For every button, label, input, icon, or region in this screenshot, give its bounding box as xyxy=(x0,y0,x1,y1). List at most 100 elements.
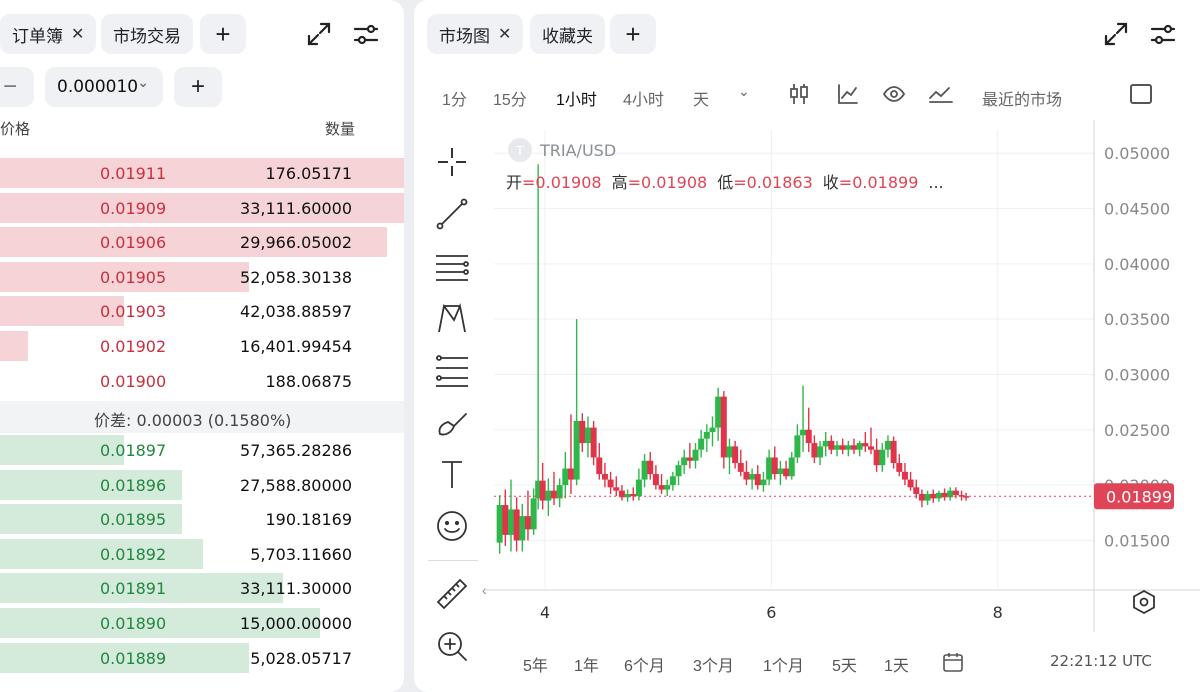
candle-body xyxy=(726,446,733,458)
emoji-icon[interactable] xyxy=(434,508,470,544)
candle-body xyxy=(545,490,552,501)
tab-order-book[interactable]: 订单簿 ✕ xyxy=(0,14,97,54)
bid-row[interactable]: 0.01891 33,111.30000 xyxy=(0,573,404,604)
interval-1h[interactable]: 1小时 xyxy=(556,92,597,109)
chevron-down-icon[interactable]: ⌄ xyxy=(738,83,750,99)
settings-sliders-icon[interactable] xyxy=(1149,20,1177,48)
candle-body xyxy=(941,492,948,498)
symbol-name: TRIA/USD xyxy=(539,141,616,160)
order-price: 0.01897 xyxy=(100,441,167,460)
range-5d[interactable]: 5天 xyxy=(832,658,857,675)
order-price: 0.01892 xyxy=(100,544,167,564)
ohlc-value: 0.01899 xyxy=(852,173,918,192)
depth-bar xyxy=(0,642,250,673)
candle-body xyxy=(952,490,959,496)
bid-row[interactable]: 0.01897 57,365.28286 xyxy=(0,435,404,465)
candlestick-type-icon[interactable] xyxy=(788,82,810,111)
decrease-tick-button[interactable]: − xyxy=(0,67,34,107)
tab-market-chart-label: 市场图 xyxy=(439,26,490,46)
order-amount: 33,111.30000 xyxy=(240,579,352,599)
depth-bar xyxy=(0,192,404,223)
tab-order-book-label: 订单簿 xyxy=(12,26,63,46)
candle-body xyxy=(805,429,812,444)
candle-body xyxy=(788,457,795,477)
recent-markets-link[interactable]: 最近的市场 xyxy=(982,92,1063,109)
interval-4h[interactable]: 4小时 xyxy=(623,92,664,109)
ask-row[interactable]: 0.01902 16,401.99454 xyxy=(0,331,404,361)
ohlc-value: 0.01908 xyxy=(641,173,707,192)
bid-row[interactable]: 0.01892 5,703.11660 xyxy=(0,538,404,569)
candle-body xyxy=(935,492,942,499)
candle-body xyxy=(652,474,659,486)
add-tab-button[interactable]: + xyxy=(200,14,246,54)
close-icon[interactable]: ✕ xyxy=(71,26,85,43)
ohlc-label: 高 xyxy=(612,173,628,192)
ask-row[interactable]: 0.01909 33,111.60000 xyxy=(0,192,404,223)
last-price-label: 0.01899 xyxy=(1106,487,1172,506)
range-3m[interactable]: 3个月 xyxy=(693,658,734,675)
ohlc-label: 低 xyxy=(717,173,733,192)
candle-body xyxy=(873,449,880,466)
close-icon[interactable]: ✕ xyxy=(498,26,512,43)
candle-body xyxy=(579,420,586,444)
bid-row[interactable]: 0.01890 15,000.00000 xyxy=(0,608,404,638)
ruler-icon[interactable] xyxy=(434,576,470,612)
range-6m[interactable]: 6个月 xyxy=(624,658,665,675)
pattern-icon[interactable] xyxy=(434,300,470,336)
ask-row[interactable]: 0.01911 176.05171 xyxy=(0,158,404,188)
candle-body xyxy=(947,490,954,498)
interval-1m[interactable]: 1分 xyxy=(442,92,467,109)
expand-icon[interactable] xyxy=(1102,20,1130,48)
calendar-icon[interactable] xyxy=(942,651,964,678)
eye-icon[interactable] xyxy=(882,82,906,111)
tab-favorites[interactable]: 收藏夹 xyxy=(530,14,605,54)
tab-market-trades[interactable]: 市场交易 xyxy=(101,14,193,54)
tab-market-chart[interactable]: 市场图 ✕ xyxy=(427,14,524,54)
candle-body xyxy=(624,493,631,498)
zoom-in-icon[interactable] xyxy=(434,628,470,664)
ohlc-label: 收 xyxy=(823,173,839,192)
ask-row[interactable]: 0.01906 29,966.05002 xyxy=(0,227,404,258)
range-1m[interactable]: 1个月 xyxy=(763,658,804,675)
add-tab-button[interactable]: + xyxy=(610,14,656,54)
x-tick-label: 6 xyxy=(766,603,776,622)
axis-settings-icon[interactable] xyxy=(1133,589,1155,615)
compare-icon[interactable] xyxy=(928,84,954,109)
order-amount: 176.05171 xyxy=(265,164,352,183)
text-icon[interactable] xyxy=(434,456,470,492)
candle-body xyxy=(539,480,546,501)
brush-icon[interactable] xyxy=(434,404,470,440)
ask-row[interactable]: 0.01905 52,058.30138 xyxy=(0,261,404,292)
collapse-toolbar-icon[interactable]: ‹ xyxy=(482,582,487,598)
order-price: 0.01891 xyxy=(100,579,167,599)
candlestick-chart[interactable]: 0.05000 0.04500 0.04000 0.03500 0.03000 0.025… xyxy=(414,120,1200,660)
interval-day[interactable]: 天 xyxy=(693,92,710,109)
tick-size-select[interactable]: 0.000010 ⌄ xyxy=(45,67,163,107)
market-chart-panel: 市场图 ✕ 收藏夹 + 1分 15分 1小时 4小时 天 ⌄ 最 xyxy=(414,0,1200,692)
range-5y[interactable]: 5年 xyxy=(523,658,548,675)
order-amount: 27,588.80000 xyxy=(240,475,352,495)
interval-bar: 1分 15分 1小时 4小时 天 ⌄ 最近的市场 xyxy=(414,82,1200,110)
range-1y[interactable]: 1年 xyxy=(574,658,599,675)
chart-tabbar: 市场图 ✕ 收藏夹 + xyxy=(414,14,1200,54)
horizontal-lines-icon[interactable] xyxy=(434,248,470,284)
trend-line-icon[interactable] xyxy=(434,196,470,232)
depth-bar xyxy=(0,331,28,361)
expand-icon[interactable] xyxy=(305,20,333,48)
candle-body xyxy=(519,516,526,541)
crosshair-icon[interactable] xyxy=(434,144,470,180)
interval-15m[interactable]: 15分 xyxy=(493,92,527,109)
indicators-icon[interactable] xyxy=(836,82,860,111)
bid-row[interactable]: 0.01889 5,028.05717 xyxy=(0,642,404,673)
candle-body xyxy=(862,443,869,447)
order-amount: 15,000.00000 xyxy=(240,614,352,633)
ask-row[interactable]: 0.01900 188.06875 xyxy=(0,366,404,396)
bid-row[interactable]: 0.01896 27,588.80000 xyxy=(0,469,404,500)
settings-sliders-icon[interactable] xyxy=(352,20,380,48)
increase-tick-button[interactable]: + xyxy=(174,67,222,107)
bid-row[interactable]: 0.01895 190.18169 xyxy=(0,504,404,535)
layout-toggle-checkbox[interactable] xyxy=(1130,84,1152,104)
range-1d[interactable]: 1天 xyxy=(884,658,909,675)
ask-row[interactable]: 0.01903 42,038.88597 xyxy=(0,296,404,327)
fibonacci-icon[interactable] xyxy=(434,352,470,388)
